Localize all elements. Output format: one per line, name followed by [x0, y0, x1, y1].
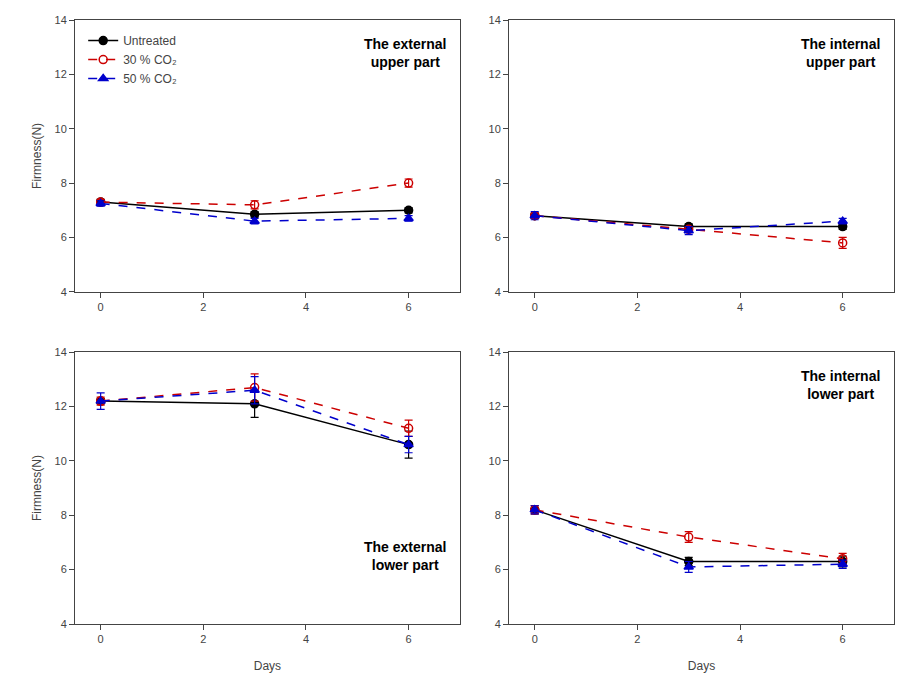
svg-text:8: 8 [61, 177, 67, 189]
svg-text:10: 10 [55, 455, 67, 467]
svg-text:10: 10 [489, 123, 501, 135]
svg-text:12: 12 [489, 400, 501, 412]
svg-text:6: 6 [840, 301, 846, 313]
svg-text:6: 6 [495, 563, 501, 575]
svg-text:4: 4 [303, 633, 309, 645]
svg-text:0: 0 [98, 633, 104, 645]
svg-text:8: 8 [495, 177, 501, 189]
svg-text:14: 14 [55, 346, 67, 358]
svg-text:Days: Days [688, 659, 715, 673]
svg-text:The internallower part: The internallower part [801, 368, 880, 402]
svg-text:2: 2 [634, 301, 640, 313]
svg-text:2: 2 [200, 633, 206, 645]
svg-text:0: 0 [532, 633, 538, 645]
svg-text:6: 6 [61, 231, 67, 243]
svg-text:6: 6 [61, 563, 67, 575]
svg-text:Days: Days [254, 659, 281, 673]
svg-text:14: 14 [489, 346, 501, 358]
svg-text:14: 14 [489, 14, 501, 26]
svg-text:2: 2 [200, 301, 206, 313]
svg-text:The externalupper part: The externalupper part [364, 36, 446, 70]
svg-text:12: 12 [55, 400, 67, 412]
svg-text:4: 4 [495, 618, 501, 630]
svg-text:4: 4 [495, 286, 501, 298]
svg-text:The externallower part: The externallower part [364, 539, 446, 573]
svg-text:4: 4 [61, 286, 67, 298]
svg-text:0: 0 [98, 301, 104, 313]
svg-text:10: 10 [489, 455, 501, 467]
svg-text:14: 14 [55, 14, 67, 26]
svg-text:4: 4 [61, 618, 67, 630]
svg-text:Untreated: Untreated [123, 34, 176, 48]
svg-text:30 % CO₂: 30 % CO₂ [123, 53, 177, 67]
svg-text:The internalupper part: The internalupper part [801, 36, 880, 70]
svg-text:10: 10 [55, 123, 67, 135]
svg-text:2: 2 [634, 633, 640, 645]
svg-text:6: 6 [840, 633, 846, 645]
svg-text:8: 8 [495, 509, 501, 521]
svg-text:4: 4 [737, 633, 743, 645]
svg-text:Firmness(N): Firmness(N) [30, 123, 44, 189]
svg-text:8: 8 [61, 509, 67, 521]
svg-text:6: 6 [406, 301, 412, 313]
svg-text:50 % CO₂: 50 % CO₂ [123, 72, 177, 86]
svg-text:Firmness(N): Firmness(N) [30, 455, 44, 521]
svg-text:12: 12 [55, 68, 67, 80]
svg-text:4: 4 [737, 301, 743, 313]
svg-text:6: 6 [495, 231, 501, 243]
svg-text:6: 6 [406, 633, 412, 645]
svg-text:12: 12 [489, 68, 501, 80]
svg-text:4: 4 [303, 301, 309, 313]
svg-text:0: 0 [532, 301, 538, 313]
